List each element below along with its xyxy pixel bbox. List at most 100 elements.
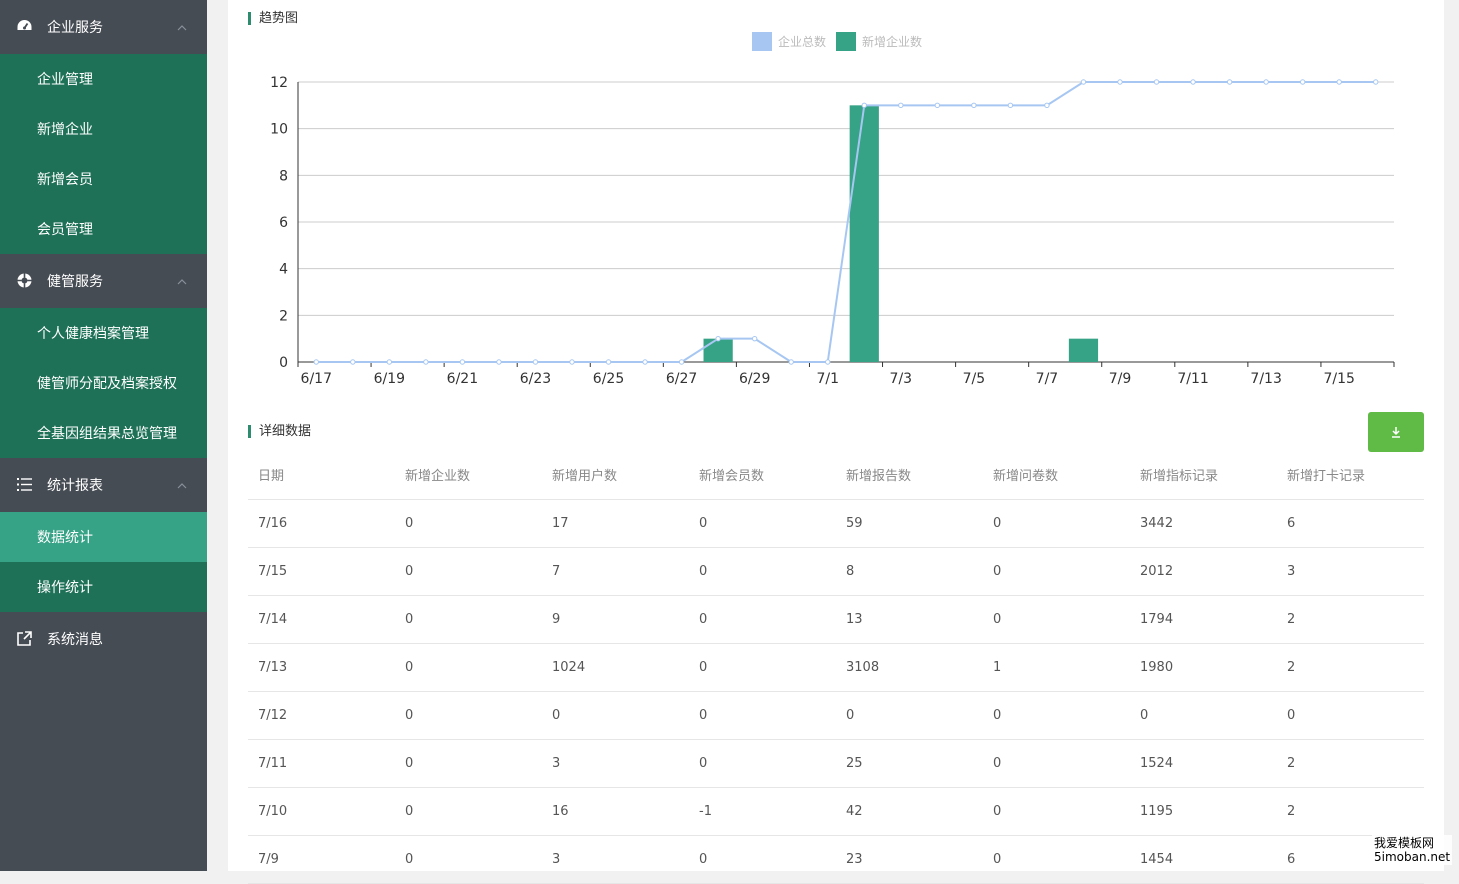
line-point: [459, 359, 466, 365]
sidebar-item-member-manage[interactable]: 会员管理: [37, 222, 93, 238]
dashboard-icon: [16, 18, 33, 35]
external-link-icon: [16, 630, 33, 647]
line-point: [971, 102, 977, 109]
y-tick-label: 12: [270, 75, 288, 91]
line-point: [934, 102, 941, 109]
sidebar-item-health-records[interactable]: 个人健康档案管理: [37, 326, 149, 342]
table-cell: 2: [1277, 739, 1424, 788]
menu-group-enterprise[interactable]: 企业服务: [0, 0, 207, 54]
table-cell: 0: [983, 835, 1130, 884]
line-point: [532, 359, 539, 365]
table-cell: 7: [542, 547, 689, 596]
sidebar-item-add-member[interactable]: 新增会员: [37, 172, 93, 188]
sidebar-item-data-stats[interactable]: 数据统计: [0, 512, 207, 562]
table-cell: 0: [395, 787, 542, 836]
submenu-enterprise: 企业管理 新增企业 新增会员 会员管理: [0, 54, 207, 254]
line-point: [1080, 79, 1087, 85]
watermark: 我爱模板网 5imoban.net: [1372, 835, 1453, 865]
table-cell: 0: [689, 547, 836, 596]
column-header: 新增会员数: [689, 451, 836, 500]
legend-item-total[interactable]: 企业总数: [752, 32, 826, 51]
line-point: [350, 359, 356, 365]
sidebar-item-add-enterprise[interactable]: 新增企业: [37, 122, 93, 138]
x-tick-label: 7/5: [963, 371, 986, 387]
download-button[interactable]: [1368, 412, 1424, 452]
table-cell: -1: [689, 787, 836, 836]
table-cell: 0: [395, 643, 542, 692]
trend-chart: 0 2 4 6 8 10 12 6/17 6/19 6/21 6/23 6/25 6/27 6/29 7/1…: [270, 75, 1395, 387]
x-tick-label: 7/11: [1177, 371, 1208, 387]
sidebar-item-manager-assign[interactable]: 健管师分配及档案授权: [37, 376, 177, 392]
line-point: [605, 359, 612, 365]
line-point: [825, 359, 831, 365]
sidebar-item-genome-overview[interactable]: 全基因组结果总览管理: [37, 426, 177, 442]
table-cell: 6: [1277, 499, 1424, 548]
lifebuoy-icon: [16, 272, 33, 289]
menu-group-label: 企业服务: [47, 20, 103, 36]
table-cell: 7/12: [248, 691, 395, 740]
line-point: [715, 335, 721, 342]
menu-group-label: 健管服务: [47, 274, 103, 290]
table-cell: 23: [836, 835, 983, 884]
menu-group-messages[interactable]: 系统消息: [0, 612, 207, 666]
table-cell: 3: [1277, 547, 1424, 596]
table-cell: 0: [395, 595, 542, 644]
menu-group-health[interactable]: 健管服务: [0, 254, 207, 308]
table-cell: 1454: [1130, 835, 1277, 884]
table-cell: 1524: [1130, 739, 1277, 788]
watermark-line2: 5imoban.net: [1374, 850, 1451, 864]
column-header: 新增打卡记录: [1277, 451, 1424, 500]
table-cell: 0: [983, 595, 1130, 644]
line-point: [386, 359, 393, 365]
table-cell: 0: [983, 739, 1130, 788]
table-cell: 1024: [542, 643, 689, 692]
menu-group-reports[interactable]: 统计报表: [0, 458, 207, 512]
chevron-up-icon: [177, 479, 187, 489]
table-cell: 2: [1277, 643, 1424, 692]
table-cell: 0: [395, 835, 542, 884]
table-cell: 2012: [1130, 547, 1277, 596]
main-content: 趋势图 企业总数 新增企业数 0 2 4 6 8 10 12 6/17 6/19 6/21 6/23…: [228, 0, 1444, 884]
x-tick-label: 6/29: [739, 371, 770, 387]
line-point: [496, 359, 502, 365]
table-cell: 1794: [1130, 595, 1277, 644]
line-point: [1263, 79, 1269, 85]
menu-group-label: 统计报表: [47, 478, 103, 494]
line-point: [788, 359, 794, 365]
x-tick-label: 7/7: [1036, 371, 1059, 387]
bar: [703, 338, 733, 362]
sidebar: 企业服务 企业管理 新增企业 新增会员 会员管理 健管服务 个人健康档案管理 健…: [0, 0, 207, 871]
table-cell: 0: [983, 787, 1130, 836]
x-tick-label: 7/1: [816, 371, 839, 387]
table-cell: 7/9: [248, 835, 395, 884]
table-cell: 3: [542, 835, 689, 884]
table-cell: 59: [836, 499, 983, 548]
table-cell: 2: [1277, 787, 1424, 836]
bar: [849, 105, 879, 362]
table-cell: 16: [542, 787, 689, 836]
sidebar-item-enterprise-manage[interactable]: 企业管理: [37, 72, 93, 88]
column-header: 新增企业数: [395, 451, 542, 500]
table-body: 7/16 0 17 0 59 0 3442 6 7/15 0 7 0 8 0 2012 3 7/14 0 9 0 13 0…: [248, 499, 1424, 884]
sidebar-item-operation-stats[interactable]: 操作统计: [37, 580, 93, 596]
table-row: 7/12 0 0 0 0 0 0 0: [248, 691, 1424, 740]
y-tick-label: 10: [270, 122, 288, 138]
legend-label-new: 新增企业数: [862, 35, 923, 49]
legend-swatch-new: [836, 32, 857, 51]
line-point: [751, 335, 758, 342]
legend-item-new[interactable]: 新增企业数: [836, 32, 922, 51]
table-header-row: 日期 新增企业数 新增用户数 新增会员数 新增报告数 新增问卷数 新增指标记录 新增打卡记录: [248, 451, 1424, 500]
table-row: 7/13 0 1024 0 3108 1 1980 2: [248, 643, 1424, 692]
x-tick-label: 6/23: [520, 371, 551, 387]
legend-label-total: 企业总数: [778, 35, 827, 49]
trend-section-title: 趋势图: [248, 12, 298, 25]
table-cell: 25: [836, 739, 983, 788]
table-cell: 0: [395, 547, 542, 596]
line-point: [313, 359, 319, 365]
table-cell: 0: [395, 499, 542, 548]
table-cell: 0: [689, 595, 836, 644]
y-tick-label: 2: [279, 308, 288, 324]
table-row: 7/9 0 3 0 23 0 1454 6: [248, 835, 1424, 884]
line-point: [1373, 79, 1379, 85]
line-point: [1190, 79, 1196, 85]
